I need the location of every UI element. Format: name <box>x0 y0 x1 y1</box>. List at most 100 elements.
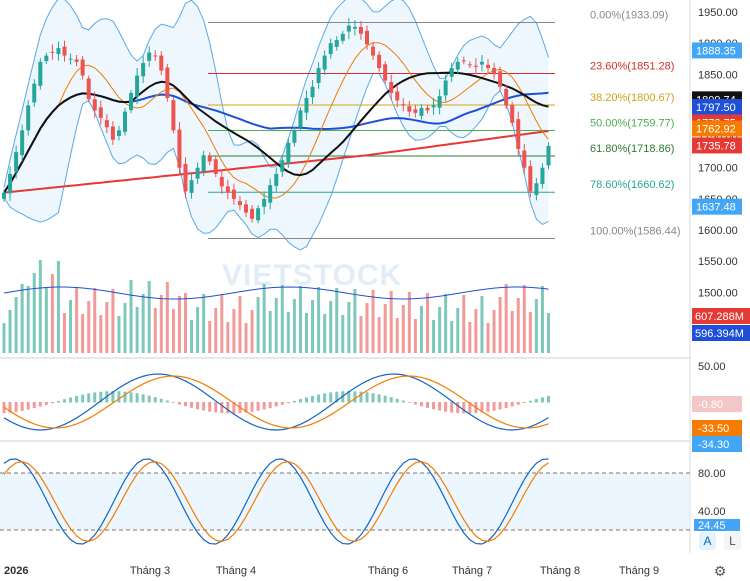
candle-body <box>225 186 230 193</box>
macd-histogram-bar <box>75 395 79 403</box>
macd-histogram-bar <box>365 392 369 403</box>
time-tick-label: Tháng 9 <box>619 565 659 577</box>
watermark-text: VIETSTOCK <box>222 259 402 292</box>
price-tick-label: 1950.00 <box>698 7 738 19</box>
macd-histogram-bar <box>123 391 127 403</box>
candle-body <box>104 120 109 128</box>
candle-body <box>340 33 345 41</box>
candle-body <box>334 40 339 47</box>
macd-histogram-bar <box>547 395 550 403</box>
volume-bar <box>8 310 12 353</box>
volume-bar <box>305 313 308 353</box>
macd-histogram-bar <box>516 402 520 405</box>
volume-bar <box>498 297 502 353</box>
macd-histogram-bar <box>353 391 357 403</box>
candle-body <box>292 130 297 143</box>
volume-bar <box>292 299 296 353</box>
price-axis: 1950.001900.001850.001800.001750.001700.… <box>692 7 750 532</box>
candle-body <box>8 173 13 194</box>
macd-histogram-bar <box>407 402 411 403</box>
macd-histogram-bar <box>184 402 187 407</box>
gear-icon[interactable]: ⚙ <box>713 563 727 579</box>
price-tag-bg <box>692 137 742 154</box>
candle-body <box>352 26 357 29</box>
candle-body <box>231 189 236 199</box>
volume-bar <box>250 310 254 353</box>
volume-bar <box>371 290 375 353</box>
volume-bar <box>462 295 466 353</box>
candle-body <box>201 155 206 172</box>
stoch-tag-bg <box>694 519 740 531</box>
volume-bar <box>202 294 206 353</box>
macd-histogram-bar <box>196 402 200 410</box>
volume-bar <box>426 293 429 353</box>
volume-bar <box>2 323 6 353</box>
candle-body <box>50 51 55 53</box>
volume-bar <box>232 309 236 353</box>
volume-bar <box>184 293 187 353</box>
candle-body <box>455 61 460 70</box>
macd-histogram-bar <box>359 391 363 403</box>
candle-body <box>298 110 303 128</box>
macd-histogram-bar <box>286 402 290 404</box>
candle-body <box>492 68 497 75</box>
volume-bar <box>56 261 60 353</box>
volume-bar <box>534 299 538 353</box>
volume-bar <box>153 308 157 353</box>
candle-body <box>189 180 194 193</box>
price-tick-label: 1550.00 <box>698 256 738 268</box>
candle-body <box>32 83 37 103</box>
volume-tag-bg <box>692 308 750 324</box>
volume-bar <box>480 296 484 353</box>
macd-histogram-bar <box>81 394 85 403</box>
candle-body <box>195 167 200 179</box>
macd-histogram-bar <box>280 402 284 405</box>
macd-histogram-bar <box>329 392 333 403</box>
candle-body <box>389 82 394 93</box>
macd-histogram-bar <box>63 399 66 403</box>
bollinger-band-fill <box>4 0 549 250</box>
log-scale-button[interactable]: L <box>724 532 741 550</box>
volume-bar <box>20 284 24 353</box>
macd-histogram-bar <box>432 402 436 410</box>
candle-body <box>310 86 315 98</box>
macd-histogram-bar <box>56 400 60 403</box>
volume-bar <box>528 312 532 353</box>
candle-body <box>328 43 333 55</box>
candle-body <box>504 88 509 106</box>
volume-bar <box>14 297 18 353</box>
price-tag-label: 1797.50 <box>696 102 736 114</box>
macd-histogram-bar <box>335 391 339 403</box>
ma20-line <box>3 42 549 199</box>
candle-body <box>322 55 327 70</box>
volume-bar <box>63 313 66 353</box>
time-tick-label: Tháng 6 <box>368 565 408 577</box>
price-tag-bg <box>692 120 742 137</box>
volume-tag-bg <box>692 325 750 341</box>
macd-histogram-bar <box>159 398 163 403</box>
candle-body <box>437 96 442 108</box>
macd-histogram-bar <box>153 397 157 403</box>
macd-histogram-bar <box>20 402 24 411</box>
macd-histogram-bar <box>129 392 133 403</box>
candle-body <box>479 61 484 65</box>
volume-bar <box>516 298 520 353</box>
volume-bar <box>105 302 109 353</box>
volume-bar <box>208 321 212 353</box>
macd-histogram-bar <box>426 402 429 408</box>
volume-bar <box>401 305 405 353</box>
macd-histogram-bar <box>298 399 302 403</box>
macd-histogram-bar <box>371 393 375 403</box>
candle-body <box>473 65 478 67</box>
time-tick-label: Tháng 4 <box>216 565 256 577</box>
auto-scale-button[interactable]: A <box>699 532 716 550</box>
volume-bar <box>274 298 278 353</box>
macd-histogram-bar <box>522 402 526 404</box>
candle-body <box>141 63 146 77</box>
volume-bar <box>111 289 115 353</box>
volume-bar <box>177 296 181 353</box>
candle-body <box>92 99 97 111</box>
macd-histogram-bar <box>87 393 91 403</box>
volume-bar <box>38 260 42 353</box>
